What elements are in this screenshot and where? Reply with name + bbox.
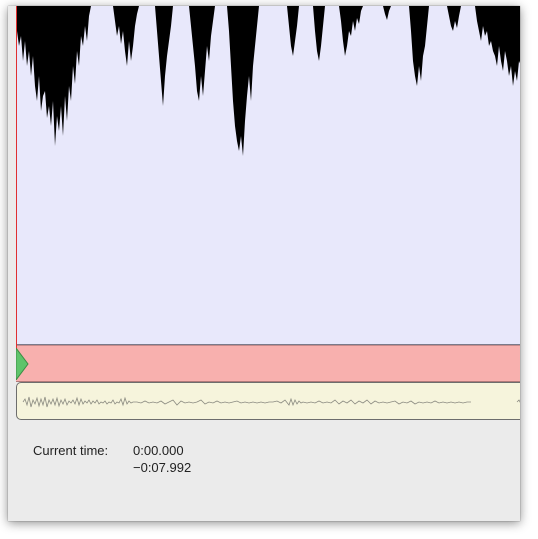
waveform-overview[interactable] (16, 382, 520, 420)
audio-editor-window: Current time: 0:00.000 −0:07.992 (8, 6, 520, 521)
waveform-view[interactable] (16, 6, 520, 345)
current-time-label: Current time: (33, 443, 109, 458)
selection-bar[interactable] (16, 345, 520, 382)
playhead-line[interactable] (16, 6, 17, 380)
overview-wave-line (22, 396, 520, 408)
remaining-time-value: −0:07.992 (133, 460, 192, 475)
waveform-path (17, 6, 520, 156)
current-time-value: 0:00.000 (133, 443, 184, 458)
green-triangle-marker-icon[interactable] (16, 348, 34, 380)
waveform-graph (17, 6, 520, 156)
overview-waveform (22, 396, 520, 408)
